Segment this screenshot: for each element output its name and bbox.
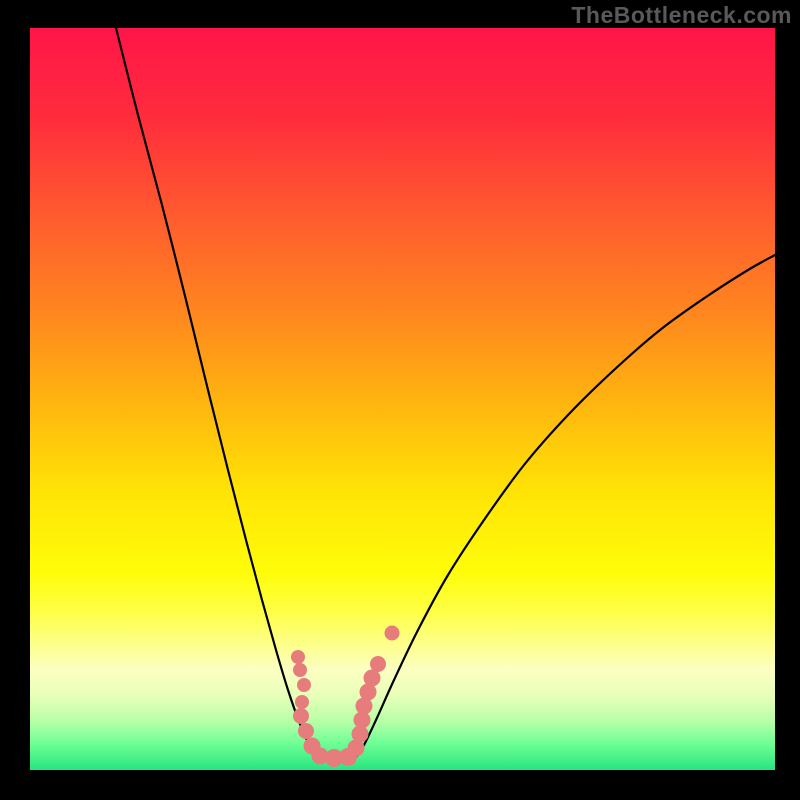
marker-point (385, 626, 399, 640)
marker-point (360, 684, 376, 700)
watermark-text: TheBottleneck.com (571, 2, 792, 29)
marker-point (294, 709, 309, 724)
marker-point (348, 740, 364, 756)
marker-point (296, 696, 309, 709)
chart-svg (0, 0, 800, 800)
marker-point (356, 698, 372, 714)
marker-point (299, 724, 314, 739)
marker-point (364, 670, 380, 686)
marker-point (354, 712, 370, 728)
marker-point (294, 664, 307, 677)
marker-point (371, 657, 386, 672)
marker-point (298, 679, 311, 692)
plot-background (30, 28, 775, 770)
marker-point (352, 726, 368, 742)
marker-point (292, 651, 305, 664)
chart-stage: TheBottleneck.com (0, 0, 800, 800)
